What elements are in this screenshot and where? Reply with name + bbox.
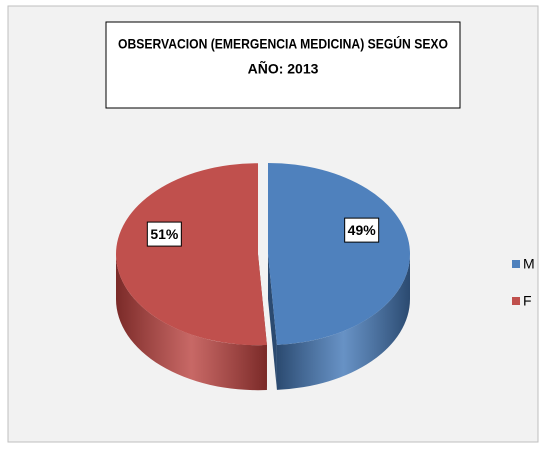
data-label: 49% bbox=[348, 222, 377, 238]
title-box bbox=[105, 21, 461, 109]
legend: MF bbox=[512, 256, 535, 309]
slice-cut-face bbox=[268, 254, 277, 390]
legend-swatch bbox=[512, 297, 520, 305]
slice bbox=[116, 163, 267, 391]
data-label-box bbox=[146, 221, 182, 247]
slice bbox=[268, 163, 410, 390]
chart-subtitle: AÑO: 2013 bbox=[248, 60, 319, 77]
slice-side bbox=[116, 254, 267, 391]
data-label: 51% bbox=[150, 226, 179, 242]
data-label-box bbox=[344, 217, 380, 243]
legend-swatch bbox=[512, 260, 520, 268]
slice-top bbox=[116, 163, 267, 346]
slice-side bbox=[276, 254, 410, 390]
legend-label: M bbox=[523, 256, 535, 272]
legend-label: F bbox=[523, 293, 532, 309]
slice-top bbox=[268, 163, 410, 345]
chart-title: OBSERVACION (EMERGENCIA MEDICINA) SEGÚN … bbox=[118, 35, 448, 52]
pie: 49% 51% bbox=[116, 163, 410, 391]
